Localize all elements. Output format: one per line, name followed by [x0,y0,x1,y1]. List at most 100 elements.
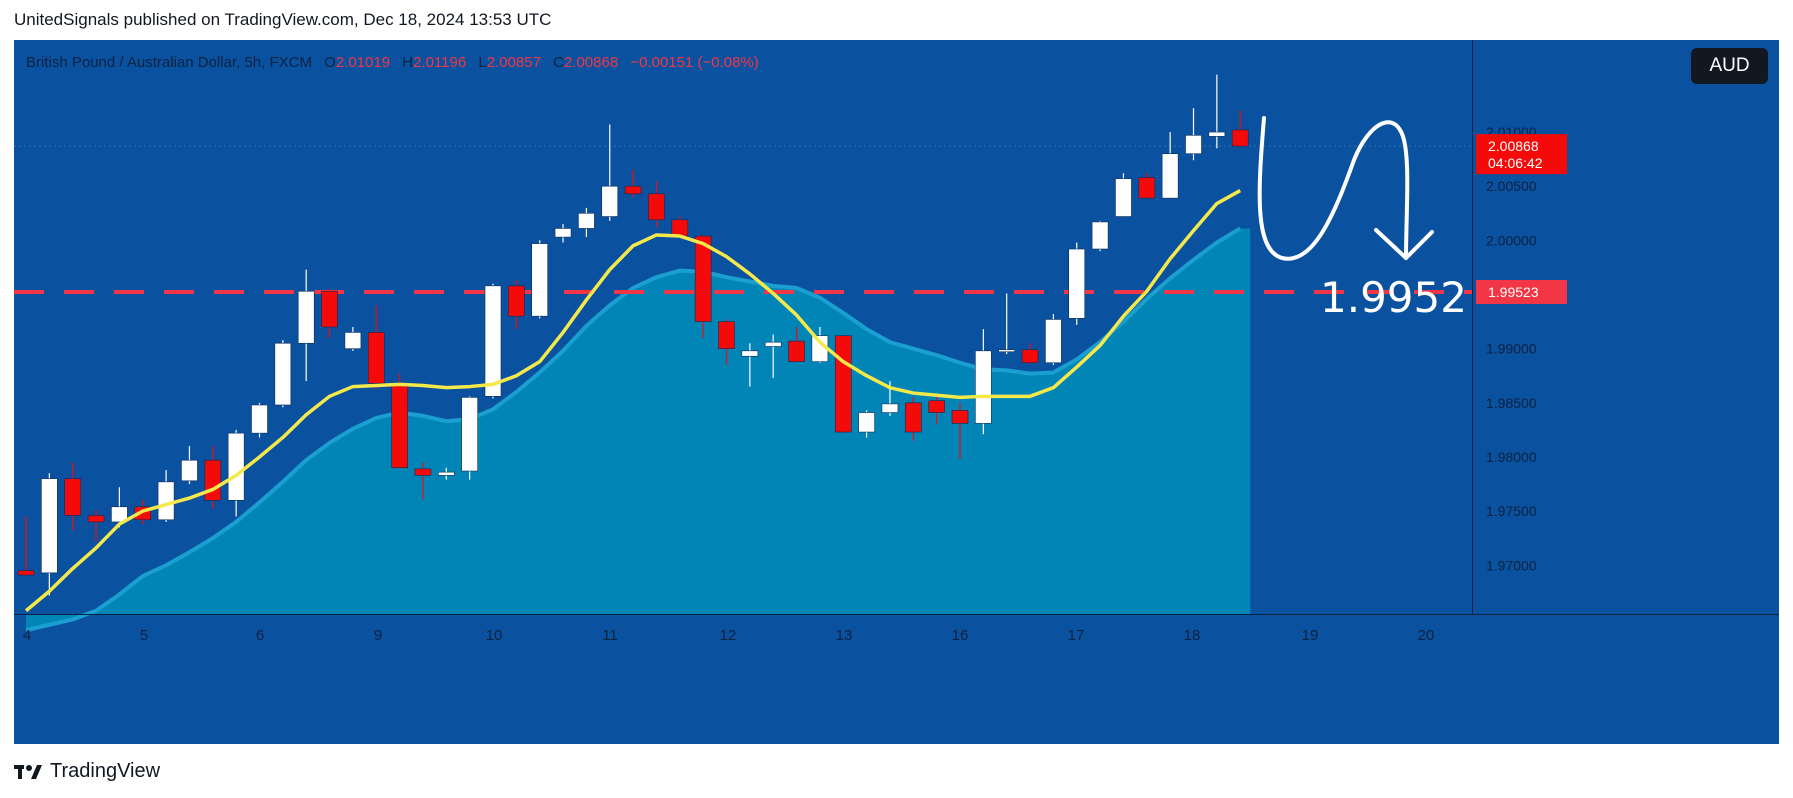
bar-countdown-text: 04:06:42 [1488,155,1543,171]
candle-body [671,219,689,237]
level-price-tag-text: 1.99523 [1488,284,1539,300]
x-tick-label: 18 [1184,627,1201,644]
candle-body [741,350,759,357]
x-tick-label: 9 [374,627,382,644]
price-chart[interactable]: 1.99522.010002.005002.000001.995001.9900… [14,40,1779,744]
projection-arrow-head [1374,228,1434,260]
open-value: 2.01019 [335,54,391,71]
candle-body [928,400,945,413]
candle-body [157,481,175,521]
candle-body [391,383,408,469]
tradingview-logo-icon [14,764,42,779]
candle-body [251,404,268,434]
x-tick-label: 6 [256,627,264,644]
y-tick-label: 1.97000 [1486,557,1537,573]
candle-body [904,402,922,433]
y-tick-label: 1.98500 [1486,395,1537,411]
candle-body [484,285,502,397]
low-value: 2.00857 [486,54,541,71]
candle-body [834,335,852,433]
x-tick-label: 16 [952,627,969,644]
candle-body [718,321,735,349]
candle-body [788,340,805,362]
candle-body [181,459,198,482]
candle-body [367,332,385,384]
candle-body [1208,131,1226,137]
candle-body [297,290,315,344]
candle-body [998,349,1016,353]
candle-body [578,212,595,229]
candle-body [1161,153,1179,199]
area-series-fill [26,228,1251,631]
candle-body [1138,177,1156,199]
y-tick-label: 2.00000 [1486,232,1537,248]
y-tick-label: 2.00500 [1486,178,1537,194]
candle-body [17,570,35,576]
candle-body [508,285,525,317]
candle-body [1185,135,1202,155]
candle-body [1231,129,1249,147]
candle-body [437,471,455,476]
current-price-text: 2.00868 [1488,138,1539,154]
candle-body [694,235,712,322]
x-tick-label: 12 [720,627,737,644]
candle-body [1091,221,1109,250]
x-tick-label: 17 [1068,627,1085,644]
candle-body [461,397,478,472]
high-label: H [402,54,414,71]
target-price-annotation: 1.9952 [1320,273,1467,322]
candle-body [321,290,338,328]
candle-body [858,412,875,433]
x-tick-label: 19 [1302,627,1319,644]
candle-body [554,228,572,238]
candle-body [975,350,992,424]
candle-body [648,193,665,221]
close-label: C [553,54,564,71]
moving-average-line [24,189,1242,613]
x-tick-label: 11 [602,627,618,644]
area-series-line [25,226,1242,633]
close-value: 2.00868 [563,54,619,71]
x-tick-label: 5 [140,627,148,644]
currency-button[interactable]: AUD [1691,48,1768,84]
candle-body [531,243,549,317]
projection-arrow-path [1257,116,1410,261]
candle-body [951,410,969,424]
candle-body [87,515,105,523]
candle-body [601,185,619,217]
x-tick-label: 10 [486,627,503,644]
candle-body [64,478,82,516]
low-label: L [478,54,487,71]
candle-body [111,506,128,523]
symbol-legend: British Pound / Australian Dollar, 5h, F… [26,54,759,71]
y-tick-label: 1.98000 [1486,449,1537,465]
candle-body [344,332,362,349]
candle-body [1068,248,1086,319]
x-tick-label: 20 [1418,627,1435,644]
change-value: −0.00151 (−0.08%) [630,54,759,71]
candle-body [881,403,899,413]
candle-body [1021,349,1039,364]
candle-body [764,341,782,347]
symbol-name: British Pound / Australian Dollar, 5h, F… [26,54,312,71]
high-value: 2.01196 [413,54,467,71]
candle-body [1115,178,1132,217]
open-label: O [324,54,336,71]
candle-body [1045,319,1062,364]
x-tick-label: 13 [836,627,853,644]
candle-body [204,459,222,501]
level-price-tag [1476,280,1567,305]
published-by-text: UnitedSignals published on TradingView.c… [14,10,552,29]
y-tick-label: 1.97500 [1486,503,1537,519]
x-tick-label: 4 [23,627,31,644]
candle-body [274,342,292,406]
footer-brand-text: TradingView [50,760,161,782]
candle-body [227,432,245,501]
chart-pane[interactable]: 1.99522.010002.005002.000001.995001.9900… [14,40,1779,744]
current-price-tag [1476,134,1567,175]
tradingview-logo[interactable]: TradingView [14,760,160,783]
candle-body [624,185,642,195]
y-tick-label: 1.99000 [1486,341,1537,357]
candle-body [414,468,432,476]
candle-body [41,478,58,574]
